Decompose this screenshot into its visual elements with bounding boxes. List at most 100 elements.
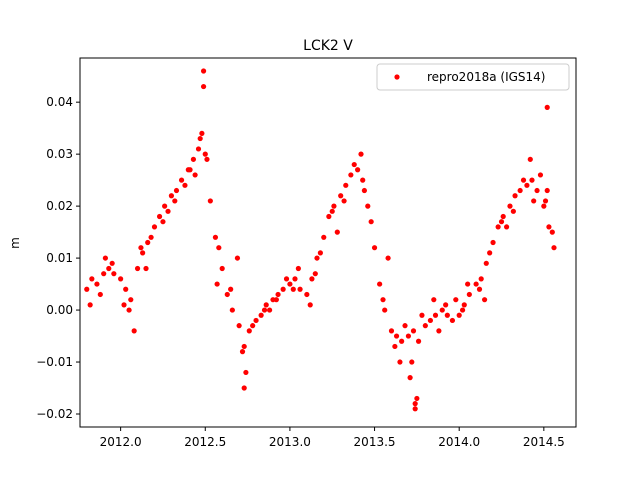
data-point <box>148 234 154 240</box>
data-point <box>250 323 256 329</box>
data-point <box>241 343 247 350</box>
data-point <box>143 265 149 272</box>
data-point <box>360 177 366 183</box>
data-point <box>109 260 115 266</box>
data-point <box>397 359 403 365</box>
data-point <box>283 276 290 282</box>
data-point <box>419 312 425 318</box>
data-point <box>229 307 235 313</box>
data-point <box>407 375 413 381</box>
data-point <box>534 187 540 194</box>
data-point <box>343 182 349 188</box>
data-point <box>412 406 418 412</box>
y-tick-label: −0.02 <box>36 407 73 421</box>
data-point <box>409 359 415 365</box>
data-point <box>449 317 456 324</box>
data-point <box>126 307 132 313</box>
data-point <box>459 307 466 313</box>
data-point <box>476 286 483 292</box>
data-point <box>507 203 513 209</box>
data-point <box>172 198 178 204</box>
data-point <box>487 250 493 256</box>
data-point <box>444 312 450 318</box>
data-point <box>405 333 412 339</box>
data-point <box>128 297 134 303</box>
data-point <box>118 276 124 282</box>
data-point <box>304 291 310 298</box>
data-point <box>498 219 505 225</box>
data-point <box>371 245 378 251</box>
data-points <box>84 68 557 412</box>
data-point <box>187 167 193 173</box>
data-point <box>351 161 357 168</box>
data-point <box>228 286 234 292</box>
data-point <box>239 349 246 355</box>
data-point <box>549 229 555 235</box>
data-point <box>432 312 439 318</box>
data-point <box>461 302 467 308</box>
data-point <box>431 297 437 303</box>
data-point <box>466 291 472 298</box>
data-point <box>537 172 544 178</box>
data-point <box>503 224 510 230</box>
data-point <box>544 104 550 110</box>
data-point <box>307 302 313 308</box>
data-point <box>236 323 242 329</box>
data-point <box>168 193 175 199</box>
data-point <box>199 130 205 136</box>
data-point <box>102 255 108 261</box>
data-point <box>385 255 391 261</box>
data-point <box>456 312 462 318</box>
y-axis-label: m <box>8 237 22 249</box>
data-point <box>365 203 371 209</box>
data-point <box>529 177 535 183</box>
legend-marker <box>394 74 400 80</box>
x-tick-label: 2014.5 <box>523 435 565 449</box>
data-point <box>465 281 471 287</box>
data-point <box>393 333 400 339</box>
data-point <box>202 151 208 157</box>
data-point <box>101 271 107 277</box>
data-point <box>94 281 100 287</box>
data-point <box>145 239 151 246</box>
data-point <box>197 135 203 142</box>
y-tick-label: 0.00 <box>46 303 73 317</box>
data-point <box>84 286 90 292</box>
data-point <box>134 265 141 272</box>
data-point <box>510 208 516 214</box>
data-point <box>326 213 332 220</box>
data-point <box>355 167 361 173</box>
data-point <box>295 265 301 272</box>
axis-ticks: 2012.0 2012.5 2013.0 2013.5 2014.0 2014.5 −0.0… <box>36 95 565 449</box>
data-point <box>273 297 279 303</box>
data-point <box>392 343 398 350</box>
data-point <box>338 193 344 199</box>
data-point <box>224 291 230 298</box>
x-tick-label: 2013.5 <box>354 435 396 449</box>
data-point <box>111 271 117 277</box>
data-point <box>258 312 264 318</box>
data-point <box>512 193 518 199</box>
data-point <box>541 203 547 209</box>
data-point <box>500 213 506 220</box>
data-point <box>520 177 527 183</box>
data-point <box>410 328 417 334</box>
legend: repro2018a (IGS14) <box>376 63 570 91</box>
data-point <box>314 255 320 261</box>
data-point <box>292 276 298 282</box>
data-point <box>266 307 273 313</box>
data-point <box>527 156 533 162</box>
data-point <box>160 219 166 225</box>
data-point <box>348 172 354 178</box>
y-tick-label: 0.03 <box>46 147 73 161</box>
data-point <box>544 187 550 194</box>
data-point <box>178 177 185 183</box>
data-point <box>214 281 220 287</box>
data-point <box>190 156 197 162</box>
data-point <box>212 234 219 240</box>
data-point <box>123 286 129 292</box>
data-point <box>234 255 241 261</box>
data-point <box>140 250 146 256</box>
data-point <box>246 328 252 334</box>
